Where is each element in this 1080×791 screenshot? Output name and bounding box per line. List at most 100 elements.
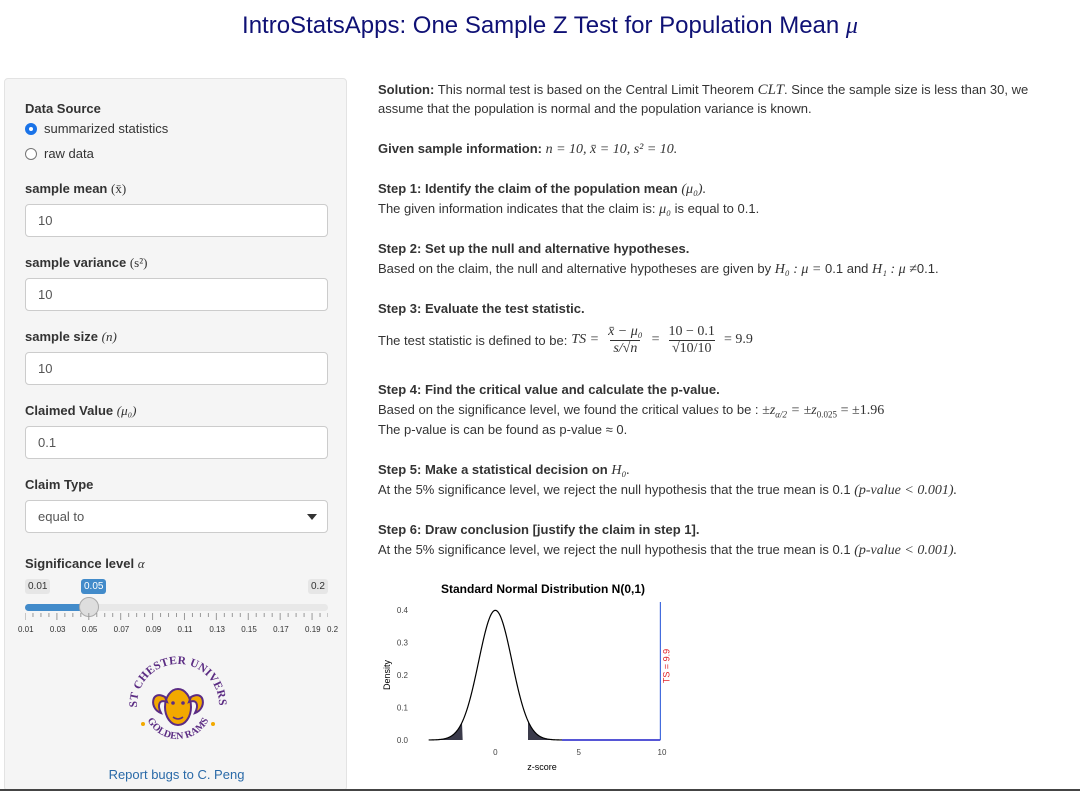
- report-bugs-link[interactable]: Report bugs to C. Peng: [108, 767, 245, 782]
- step2-text: Based on the claim, the null and alterna…: [378, 261, 939, 278]
- step4-z: ±z: [762, 403, 776, 418]
- claimed-value-input[interactable]: 0.1: [25, 426, 328, 459]
- step5-p: (p-value < 0.001).: [854, 483, 957, 498]
- sample-mean-input[interactable]: 10: [25, 204, 328, 237]
- radio-checked-icon: [25, 122, 37, 135]
- radio-summarized-statistics[interactable]: summarized statistics: [25, 121, 168, 136]
- sample-variance-label: sample variance (s²): [25, 255, 147, 271]
- step3-formula: The test statistic is defined to be: TS …: [378, 317, 753, 363]
- solution-panel: Solution: This normal test is based on t…: [378, 0, 1080, 791]
- sample-size-symbol: (n): [101, 329, 117, 344]
- slider-tick-label: 0.19: [305, 625, 321, 634]
- slider-tick-label: 0.01: [18, 625, 34, 634]
- slider-tick-label: 0.2: [327, 625, 339, 634]
- step4-text-2: to be :: [722, 402, 759, 417]
- significance-label-text: Significance level: [25, 556, 135, 571]
- step3-ts: TS =: [571, 332, 600, 347]
- step5-text: At the 5% significance level, we reject …: [378, 482, 957, 499]
- solution-clt: CLT: [757, 82, 784, 98]
- claim-type-value: equal to: [38, 509, 85, 524]
- radio-label: summarized statistics: [44, 121, 169, 136]
- normal-distribution-chart: Standard Normal Distribution N(0,1) Dens…: [382, 582, 671, 772]
- slider-fill: [25, 604, 89, 611]
- slider-tick-labels: 0.01 0.03 0.05 0.07 0.09 0.11 0.13 0.15 0.17 0.19…: [18, 625, 345, 637]
- step4-text-1: Based on the significance level, we foun…: [378, 402, 714, 417]
- step4-s: s: [713, 403, 719, 418]
- fraction-1-denominator: s/√n: [610, 339, 641, 357]
- step4-pvalue: The p-value is can be found as p-value ≈…: [378, 422, 628, 437]
- chart-title: Standard Normal Distribution N(0,1): [441, 582, 645, 596]
- sample-variance-label-text: sample variance: [25, 255, 127, 270]
- step1-title: Step 1: Identify the claim of the popula…: [378, 181, 706, 198]
- step2-h1: H₁ : μ ≠: [872, 262, 917, 277]
- given-info: Given sample information: n = 10, x̄ = 1…: [378, 141, 677, 158]
- sidebar-panel: Data Source summarized statistics raw da…: [4, 78, 347, 791]
- slider-tick-label: 0.03: [49, 625, 66, 634]
- step2-h0-val: 0.1: [825, 261, 844, 276]
- slider-tick-label: 0.17: [273, 625, 289, 634]
- slider-tick-label: 0.11: [177, 625, 193, 634]
- y-tick-label: 0.2: [397, 671, 409, 680]
- step2-and: and: [846, 261, 869, 276]
- claimed-value-symbol: (μ₀): [116, 403, 137, 418]
- fraction-2-denominator: √10/10: [668, 339, 715, 357]
- step3-title: Step 3: Evaluate the test statistic.: [378, 301, 585, 316]
- data-source-label: Data Source: [25, 101, 101, 116]
- step1-text-2: is equal to 0.1.: [674, 201, 760, 216]
- slider-tick-label: 0.15: [241, 625, 257, 634]
- test-statistic-label: TS = 9.9: [661, 649, 671, 683]
- solution-text-1: This normal test is based on the Central…: [437, 82, 754, 97]
- x-tick-label: 0: [493, 748, 498, 757]
- slider-min-label: 0.01: [25, 579, 51, 594]
- y-axis-label: Density: [382, 659, 392, 690]
- y-tick-label: 0.3: [397, 639, 409, 648]
- step1-symbol: (μ₀).: [681, 182, 707, 197]
- sample-variance-input[interactable]: 10: [25, 278, 328, 311]
- y-tick-label: 0.0: [397, 736, 409, 745]
- app-title: IntroStatsApps: One Sample Z Test for Po…: [0, 12, 1080, 40]
- step2-h1-val: 0.1.: [916, 261, 939, 276]
- y-tick-label: 0.1: [397, 704, 409, 713]
- step6-title: Step 6: Draw conclusion [justify the cla…: [378, 522, 700, 537]
- slider-value-label: 0.05: [81, 579, 107, 594]
- chart-plot-area: TS = 9.9 0.0 0.1 0.2 0.3 0.4 0 5 10: [397, 602, 671, 757]
- step4-sub1: α/2: [775, 409, 788, 420]
- step2-text-1: Based on the claim, the null and alterna…: [378, 261, 772, 276]
- x-tick-label: 5: [576, 748, 581, 757]
- given-label: Given sample information:: [378, 141, 542, 156]
- step4-sub2: 0.025: [816, 409, 837, 420]
- sample-size-input[interactable]: 10: [25, 352, 328, 385]
- given-math: n = 10, x̄ = 10, s² = 10.: [545, 142, 678, 157]
- step5-text-main: At the 5% significance level, we reject …: [378, 482, 851, 497]
- fraction-2: 10 − 0.1 √10/10: [666, 324, 718, 357]
- x-axis-label: z-score: [527, 762, 557, 772]
- step1-text: The given information indicates that the…: [378, 201, 759, 218]
- step5-title: Step 5: Make a statistical decision on H…: [378, 462, 630, 479]
- step2-title: Step 2: Set up the null and alternative …: [378, 241, 690, 256]
- step1-mu: μ₀: [659, 202, 671, 217]
- step4-eq1: = ±z: [790, 403, 817, 418]
- y-tick-label: 0.4: [397, 606, 409, 615]
- app-title-text: IntroStatsApps: One Sample Z Test for Po…: [242, 12, 840, 39]
- significance-slider[interactable]: [25, 597, 328, 625]
- ram-head-icon: [141, 688, 215, 726]
- step6-p: (p-value < 0.001).: [854, 543, 957, 558]
- radio-label: raw data: [44, 146, 94, 161]
- radio-raw-data[interactable]: raw data: [25, 146, 94, 161]
- claim-type-label: Claim Type: [25, 477, 94, 492]
- app-title-symbol: μ: [845, 13, 858, 39]
- bottom-border: [0, 789, 1080, 791]
- slider-track[interactable]: [25, 604, 328, 611]
- claim-type-select[interactable]: equal to: [25, 500, 328, 533]
- slider-tick-label: 0.05: [81, 625, 98, 634]
- x-tick-label: 10: [658, 748, 667, 757]
- slider-max-label: 0.2: [308, 579, 328, 594]
- step4-text: Based on the significance level, we foun…: [378, 402, 884, 420]
- west-chester-logo: WEST CHESTER UNIVERSITY GOLDEN RAMS: [123, 647, 228, 742]
- fraction-1-numerator: x̄ − μ₀: [608, 323, 643, 339]
- step6-text: At the 5% significance level, we reject …: [378, 542, 957, 559]
- step1-title-text: Step 1: Identify the claim of the popula…: [378, 181, 678, 196]
- sample-size-label-text: sample size: [25, 329, 98, 344]
- dropdown-caret-icon: [307, 514, 317, 520]
- solution-text-2: . Since the sample size is less than 30,…: [783, 82, 1029, 97]
